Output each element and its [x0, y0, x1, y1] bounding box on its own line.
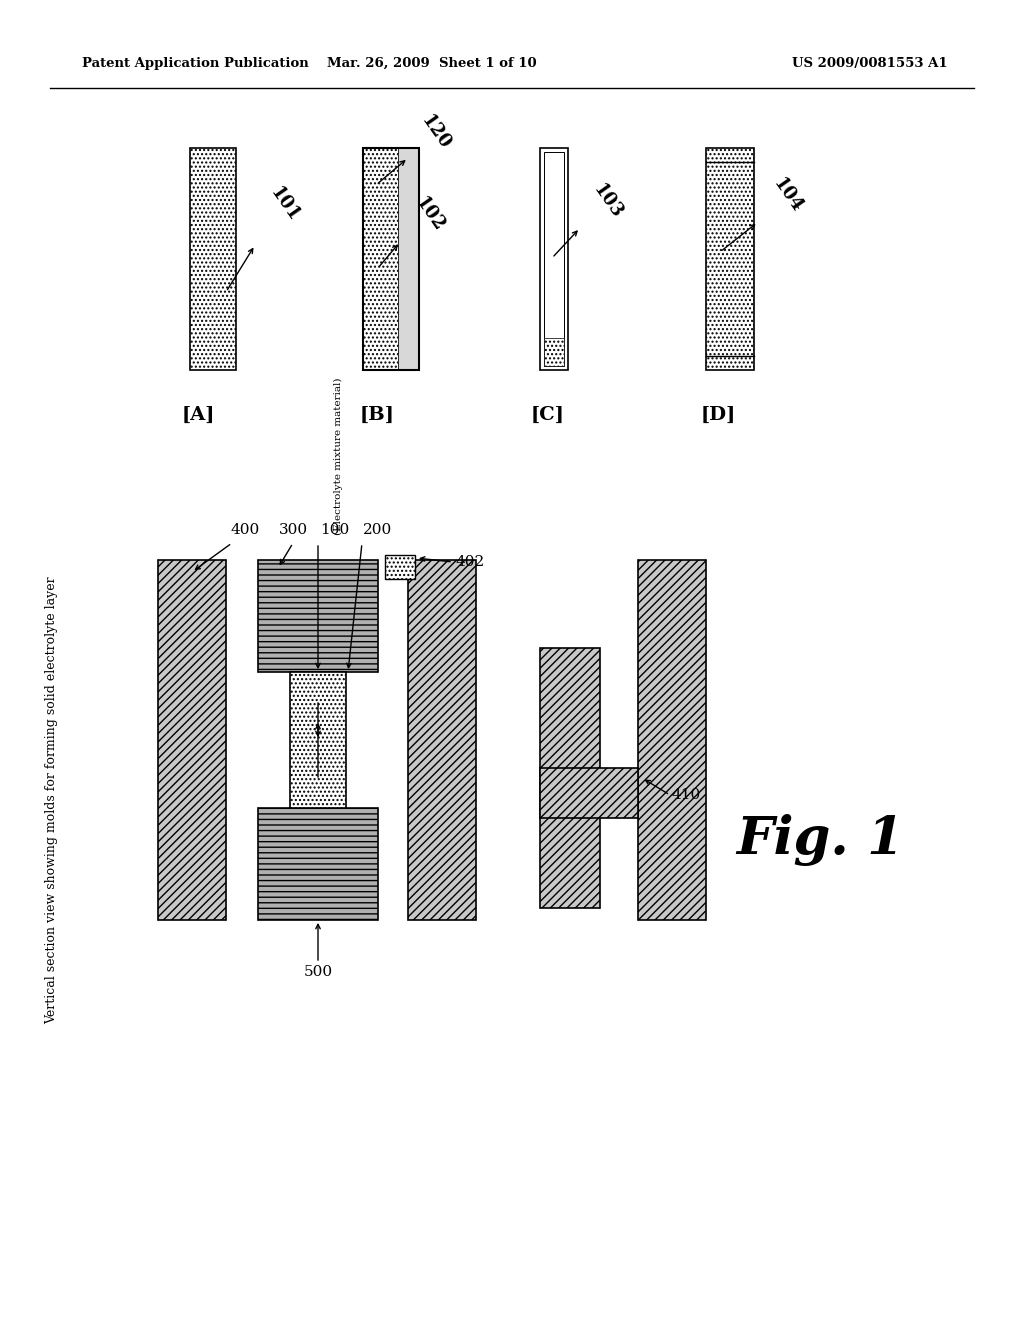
Text: Vertical section view showing molds for forming solid electrolyte layer: Vertical section view showing molds for …: [45, 577, 58, 1024]
Text: 300: 300: [279, 523, 307, 537]
Bar: [190, 148, 236, 370]
Text: [B]: [B]: [359, 407, 394, 424]
Text: 103: 103: [590, 181, 626, 223]
Text: 500: 500: [303, 965, 333, 979]
Bar: [398, 148, 419, 370]
Bar: [544, 338, 564, 366]
Bar: [158, 560, 226, 920]
Text: 104: 104: [770, 176, 806, 216]
Text: 400: 400: [230, 523, 260, 537]
Bar: [258, 808, 378, 920]
Text: 402: 402: [455, 554, 484, 569]
Bar: [706, 148, 754, 370]
Bar: [544, 152, 564, 366]
Text: [D]: [D]: [700, 407, 735, 424]
Text: US 2009/0081553 A1: US 2009/0081553 A1: [793, 57, 948, 70]
Bar: [362, 148, 398, 370]
Text: 100: 100: [321, 523, 349, 537]
Text: Patent Application Publication: Patent Application Publication: [82, 57, 309, 70]
Bar: [385, 554, 415, 579]
Text: Fig. 1: Fig. 1: [736, 814, 904, 866]
Bar: [258, 560, 378, 672]
Bar: [540, 768, 638, 818]
Bar: [638, 560, 706, 920]
Bar: [408, 560, 476, 920]
Bar: [540, 148, 568, 370]
Bar: [540, 648, 600, 908]
Bar: [362, 148, 419, 370]
Text: Mar. 26, 2009  Sheet 1 of 10: Mar. 26, 2009 Sheet 1 of 10: [328, 57, 537, 70]
Text: 101: 101: [267, 185, 303, 226]
Text: 410: 410: [672, 788, 701, 803]
Text: [C]: [C]: [531, 407, 565, 424]
Text: 102: 102: [412, 194, 449, 235]
Bar: [290, 672, 346, 808]
Text: 120: 120: [418, 112, 455, 153]
Text: [A]: [A]: [181, 407, 215, 424]
Text: (Electrolyte mixture material): (Electrolyte mixture material): [334, 378, 343, 535]
Text: 200: 200: [364, 523, 392, 537]
